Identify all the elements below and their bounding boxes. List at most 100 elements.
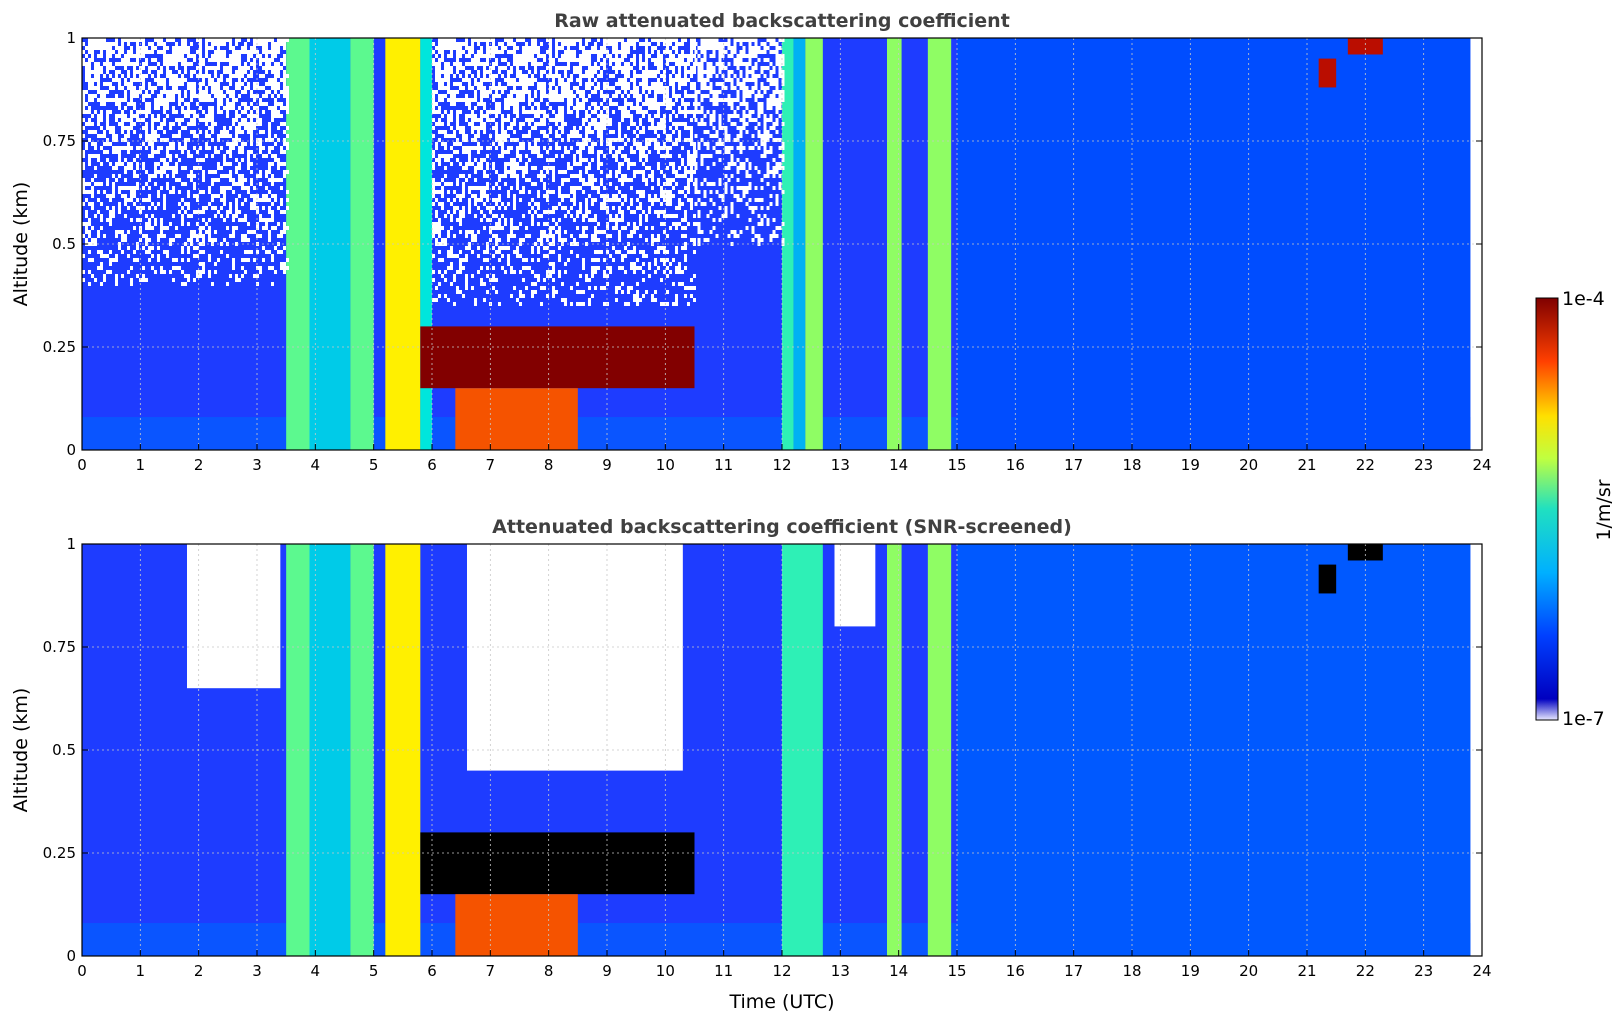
panel-raw-feature-16-cell (546, 102, 549, 106)
panel-raw-feature-15-cell (208, 170, 211, 174)
panel-raw-feature-15-cell (262, 198, 265, 202)
panel-raw-feature-16-cell (597, 122, 600, 126)
panel-raw-feature-16-cell (510, 174, 513, 178)
panel-raw-feature-17-cell (712, 114, 716, 118)
panel-raw-feature-15-cell (247, 54, 250, 58)
panel-raw-feature-17-cell (730, 190, 734, 194)
panel-raw-feature-15-cell (124, 106, 127, 110)
panel-raw-feature-15-cell (241, 50, 244, 54)
panel-raw-feature-16-cell (627, 50, 630, 54)
panel-raw-feature-16-cell (525, 118, 528, 122)
panel-raw-feature-16-cell (615, 42, 618, 46)
panel-raw-feature-15-cell (109, 110, 112, 114)
panel-raw-feature-16-cell (573, 70, 576, 74)
panel-raw-feature-16-cell (585, 118, 588, 122)
panel-raw-feature-16-cell (435, 62, 438, 66)
panel-raw-feature-16-cell (474, 238, 477, 242)
panel-raw-feature-16-cell (588, 178, 591, 182)
panel-raw-feature-15-cell (91, 186, 94, 190)
panel-raw-feature-17-cell (697, 198, 701, 202)
panel-raw-feature-16-cell (462, 50, 465, 54)
panel-raw-feature-16-cell (645, 78, 648, 82)
panel-raw-feature-15-cell (199, 190, 202, 194)
panel-raw-feature-16-cell (573, 202, 576, 206)
panel-raw-feature-15-cell (157, 50, 160, 54)
panel-raw-feature-15-cell (154, 38, 157, 42)
panel-raw-feature-15-cell (91, 202, 94, 206)
panel-raw-feature-15-cell (82, 102, 85, 106)
panel-raw-feature-16-cell (570, 166, 573, 170)
panel-raw-feature-16-cell (498, 102, 501, 106)
panel-raw-feature-16-cell (690, 162, 693, 166)
panel-raw-feature-17-cell (724, 214, 728, 218)
panel-raw-feature-16-cell (447, 118, 450, 122)
panel-raw-feature-17-cell (772, 126, 776, 130)
panel-raw-feature-16-cell (561, 282, 564, 286)
panel-raw-feature-16-cell (525, 234, 528, 238)
panel-raw-feature-15-cell (280, 198, 283, 202)
panel-raw-feature-16-cell (438, 182, 441, 186)
panel-raw-feature-17-cell (742, 90, 746, 94)
panel-raw-feature-16-cell (498, 258, 501, 262)
panel-raw-feature-16-cell (546, 246, 549, 250)
panel-raw-feature-16-cell (570, 242, 573, 246)
panel-raw-feature-15-cell (199, 234, 202, 238)
panel-raw-feature-16-cell (540, 94, 543, 98)
panel-raw-feature-15-cell (208, 230, 211, 234)
panel-raw-feature-16-cell (531, 54, 534, 58)
panel-raw-feature-16-cell (492, 98, 495, 102)
panel-raw-feature-16-cell (630, 102, 633, 106)
panel-raw-feature-16-cell (675, 302, 678, 306)
panel-raw-feature-16-cell (630, 286, 633, 290)
panel-raw-feature-17-cell (742, 46, 746, 50)
panel-raw-feature-17-cell (742, 50, 746, 54)
panel-raw-feature-17-cell (736, 98, 740, 102)
panel-raw-feature-16-cell (441, 58, 444, 62)
panel-raw-feature-16-cell (657, 42, 660, 46)
panel-raw-feature-16-cell (606, 118, 609, 122)
panel-raw-feature-16-cell (630, 106, 633, 110)
panel-raw-feature-17-cell (745, 78, 749, 82)
panel-raw-feature-16-cell (630, 42, 633, 46)
panel-raw-feature-16-cell (651, 58, 654, 62)
panel-raw-feature-16-cell (672, 302, 675, 306)
panel-raw-feature-15-cell (250, 150, 253, 154)
panel-raw-feature-17-cell (718, 82, 722, 86)
panel-raw-feature-16-cell (447, 78, 450, 82)
panel-raw-feature-16-cell (687, 62, 690, 66)
panel-raw-feature-16-cell (633, 174, 636, 178)
panel-raw-feature-16-cell (492, 74, 495, 78)
panel-raw-feature-16-cell (561, 178, 564, 182)
panel-raw-feature-15-cell (265, 102, 268, 106)
panel-raw-feature-15-cell (217, 110, 220, 114)
panel-raw-feature-16-cell (675, 174, 678, 178)
panel-raw-feature-16-cell (678, 262, 681, 266)
panel-raw-feature-16-cell (534, 290, 537, 294)
panel-raw-feature-17-cell (718, 218, 722, 222)
panel-raw-feature-16-cell (543, 86, 546, 90)
panel-raw-feature-15-cell (220, 58, 223, 62)
panel-raw-feature-15-cell (118, 114, 121, 118)
panel-raw-feature-15-cell (103, 90, 106, 94)
panel-raw-feature-16-cell (615, 54, 618, 58)
panel-raw-feature-16-cell (663, 230, 666, 234)
panel-raw-feature-15-cell (157, 98, 160, 102)
panel-raw-feature-15-cell (97, 182, 100, 186)
panel-raw-feature-16-cell (564, 230, 567, 234)
panel-raw-feature-15-cell (160, 66, 163, 70)
panel-raw-feature-16-cell (585, 226, 588, 230)
panel-raw-feature-15-cell (187, 190, 190, 194)
panel-raw-feature-15-cell (226, 38, 229, 42)
panel-raw-feature-15-cell (136, 274, 139, 278)
panel-raw-feature-17-cell (736, 106, 740, 110)
panel-raw-feature-16-cell (624, 198, 627, 202)
panel-raw-feature-15-cell (271, 70, 274, 74)
panel-raw-feature-16-cell (663, 194, 666, 198)
panel-raw-feature-16-cell (468, 122, 471, 126)
panel-raw-feature-16-cell (585, 50, 588, 54)
panel-raw-feature-16-cell (627, 62, 630, 66)
panel-raw-feature-16-cell (624, 54, 627, 58)
panel-raw-feature-15-cell (115, 146, 118, 150)
panel-raw-feature-16-cell (693, 158, 696, 162)
panel-raw-feature-16-cell (549, 98, 552, 102)
